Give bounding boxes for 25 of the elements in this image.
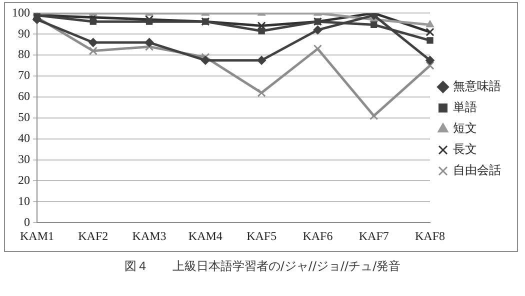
caption: 図４ 上級日本語学習者の/ジャ//ジョ//チュ/発音 — [123, 258, 402, 275]
x-tick-label: KAM4 — [188, 228, 222, 243]
y-tick-label: 30 — [18, 152, 30, 166]
legend-label: 無意味語 — [453, 79, 501, 94]
x-tick-label: KAM3 — [132, 228, 166, 243]
y-tick-label: 100 — [12, 5, 30, 20]
y-tick-label: 10 — [18, 194, 30, 208]
y-tick-label: 40 — [18, 130, 30, 145]
y-tick-label: 0 — [24, 214, 30, 229]
x-tick-label: KAF8 — [414, 228, 446, 243]
legend-label: 短文 — [453, 121, 477, 136]
y-tick-label: 80 — [18, 47, 30, 62]
y-tick-label: 70 — [18, 68, 30, 82]
legend-label: 自由会話 — [453, 163, 501, 178]
y-tick-label: 20 — [18, 172, 30, 187]
x-tick-label: KAF6 — [302, 228, 333, 243]
x-tick-label: KAF2 — [78, 228, 108, 243]
y-tick-label: 60 — [18, 89, 30, 104]
legend-label: 長文 — [453, 142, 477, 156]
x-tick-label: KAM1 — [20, 228, 54, 243]
y-tick-label: 90 — [18, 26, 30, 40]
legend-label: 単語 — [453, 100, 477, 114]
x-tick-label: KAF5 — [246, 228, 277, 243]
y-tick-label: 50 — [18, 110, 30, 124]
x-tick-label: KAF7 — [358, 228, 389, 243]
